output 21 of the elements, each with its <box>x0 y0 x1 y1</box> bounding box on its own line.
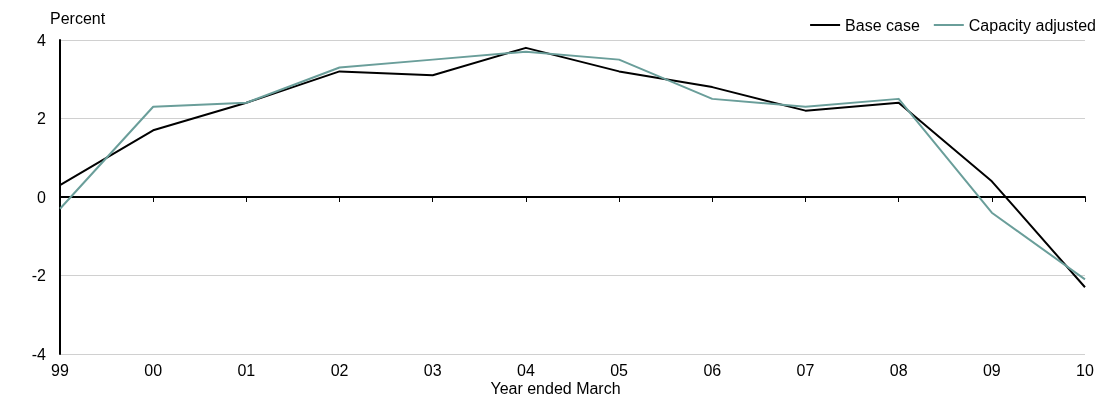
y-tick-label: -4 <box>31 345 47 363</box>
y-tick-label: 2 <box>37 110 47 127</box>
legend-label: Base case <box>845 16 920 34</box>
x-tick-label: 02 <box>330 361 349 379</box>
y-axis-title: Percent <box>50 9 106 27</box>
x-tick-label: 06 <box>703 361 722 379</box>
x-tick-label: 05 <box>610 361 629 379</box>
x-tick-label: 08 <box>889 361 908 379</box>
x-tick-label: 01 <box>237 361 256 379</box>
x-tick-label: 07 <box>796 361 815 379</box>
y-tick-label: -2 <box>31 267 47 284</box>
x-tick-label: 04 <box>517 361 535 379</box>
x-tick-label: 10 <box>1076 361 1094 379</box>
legend-label: Capacity adjusted <box>968 16 1096 34</box>
x-tick-label: 99 <box>51 361 69 379</box>
x-tick-label: 03 <box>423 361 442 379</box>
x-tick-label: 09 <box>982 361 1001 379</box>
x-tick-label: 00 <box>144 361 163 379</box>
y-tick-label: 4 <box>37 31 47 49</box>
x-axis-title: Year ended March <box>490 379 621 397</box>
y-tick-label: 0 <box>37 188 47 206</box>
